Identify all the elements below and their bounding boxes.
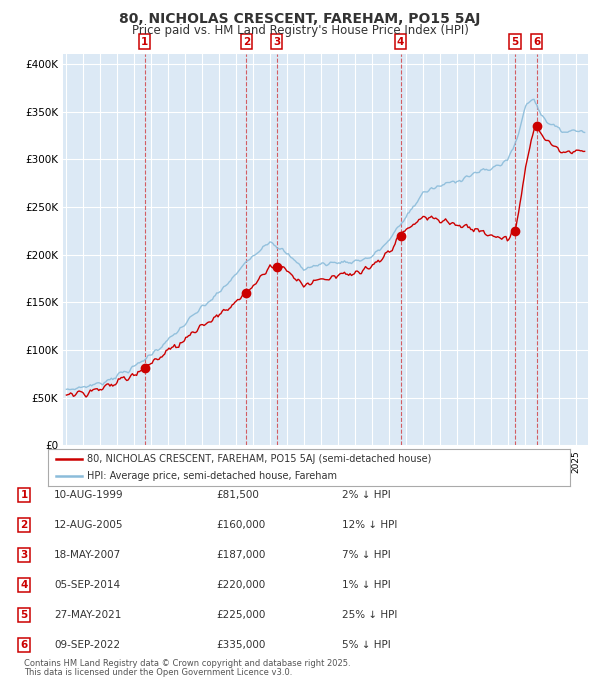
Text: £220,000: £220,000 [216, 580, 265, 590]
Text: 09-SEP-2022: 09-SEP-2022 [54, 640, 120, 649]
Text: £160,000: £160,000 [216, 520, 265, 530]
Text: 05-SEP-2014: 05-SEP-2014 [54, 580, 120, 590]
Text: 2: 2 [20, 520, 28, 530]
Text: 5: 5 [20, 610, 28, 619]
Text: 25% ↓ HPI: 25% ↓ HPI [342, 610, 397, 619]
Text: HPI: Average price, semi-detached house, Fareham: HPI: Average price, semi-detached house,… [87, 471, 337, 481]
Text: 6: 6 [533, 37, 540, 47]
Text: 1: 1 [141, 37, 148, 47]
Text: 12% ↓ HPI: 12% ↓ HPI [342, 520, 397, 530]
Text: 4: 4 [20, 580, 28, 590]
Text: 1: 1 [20, 490, 28, 500]
Text: 2: 2 [243, 37, 250, 47]
Text: 12-AUG-2005: 12-AUG-2005 [54, 520, 124, 530]
Text: £335,000: £335,000 [216, 640, 265, 649]
Text: 6: 6 [20, 640, 28, 649]
Text: 5: 5 [511, 37, 518, 47]
Text: 80, NICHOLAS CRESCENT, FAREHAM, PO15 5AJ (semi-detached house): 80, NICHOLAS CRESCENT, FAREHAM, PO15 5AJ… [87, 454, 431, 464]
Text: 5% ↓ HPI: 5% ↓ HPI [342, 640, 391, 649]
Text: 1% ↓ HPI: 1% ↓ HPI [342, 580, 391, 590]
Text: £225,000: £225,000 [216, 610, 265, 619]
Text: 10-AUG-1999: 10-AUG-1999 [54, 490, 124, 500]
Text: 3: 3 [20, 550, 28, 560]
Text: Contains HM Land Registry data © Crown copyright and database right 2025.: Contains HM Land Registry data © Crown c… [24, 659, 350, 668]
Text: 80, NICHOLAS CRESCENT, FAREHAM, PO15 5AJ: 80, NICHOLAS CRESCENT, FAREHAM, PO15 5AJ [119, 12, 481, 27]
Text: £81,500: £81,500 [216, 490, 259, 500]
Text: £187,000: £187,000 [216, 550, 265, 560]
Text: 7% ↓ HPI: 7% ↓ HPI [342, 550, 391, 560]
Text: 2% ↓ HPI: 2% ↓ HPI [342, 490, 391, 500]
Text: 4: 4 [397, 37, 404, 47]
Text: This data is licensed under the Open Government Licence v3.0.: This data is licensed under the Open Gov… [24, 668, 292, 677]
Text: 27-MAY-2021: 27-MAY-2021 [54, 610, 121, 619]
Text: 3: 3 [273, 37, 280, 47]
Text: Price paid vs. HM Land Registry's House Price Index (HPI): Price paid vs. HM Land Registry's House … [131, 24, 469, 37]
Text: 18-MAY-2007: 18-MAY-2007 [54, 550, 121, 560]
